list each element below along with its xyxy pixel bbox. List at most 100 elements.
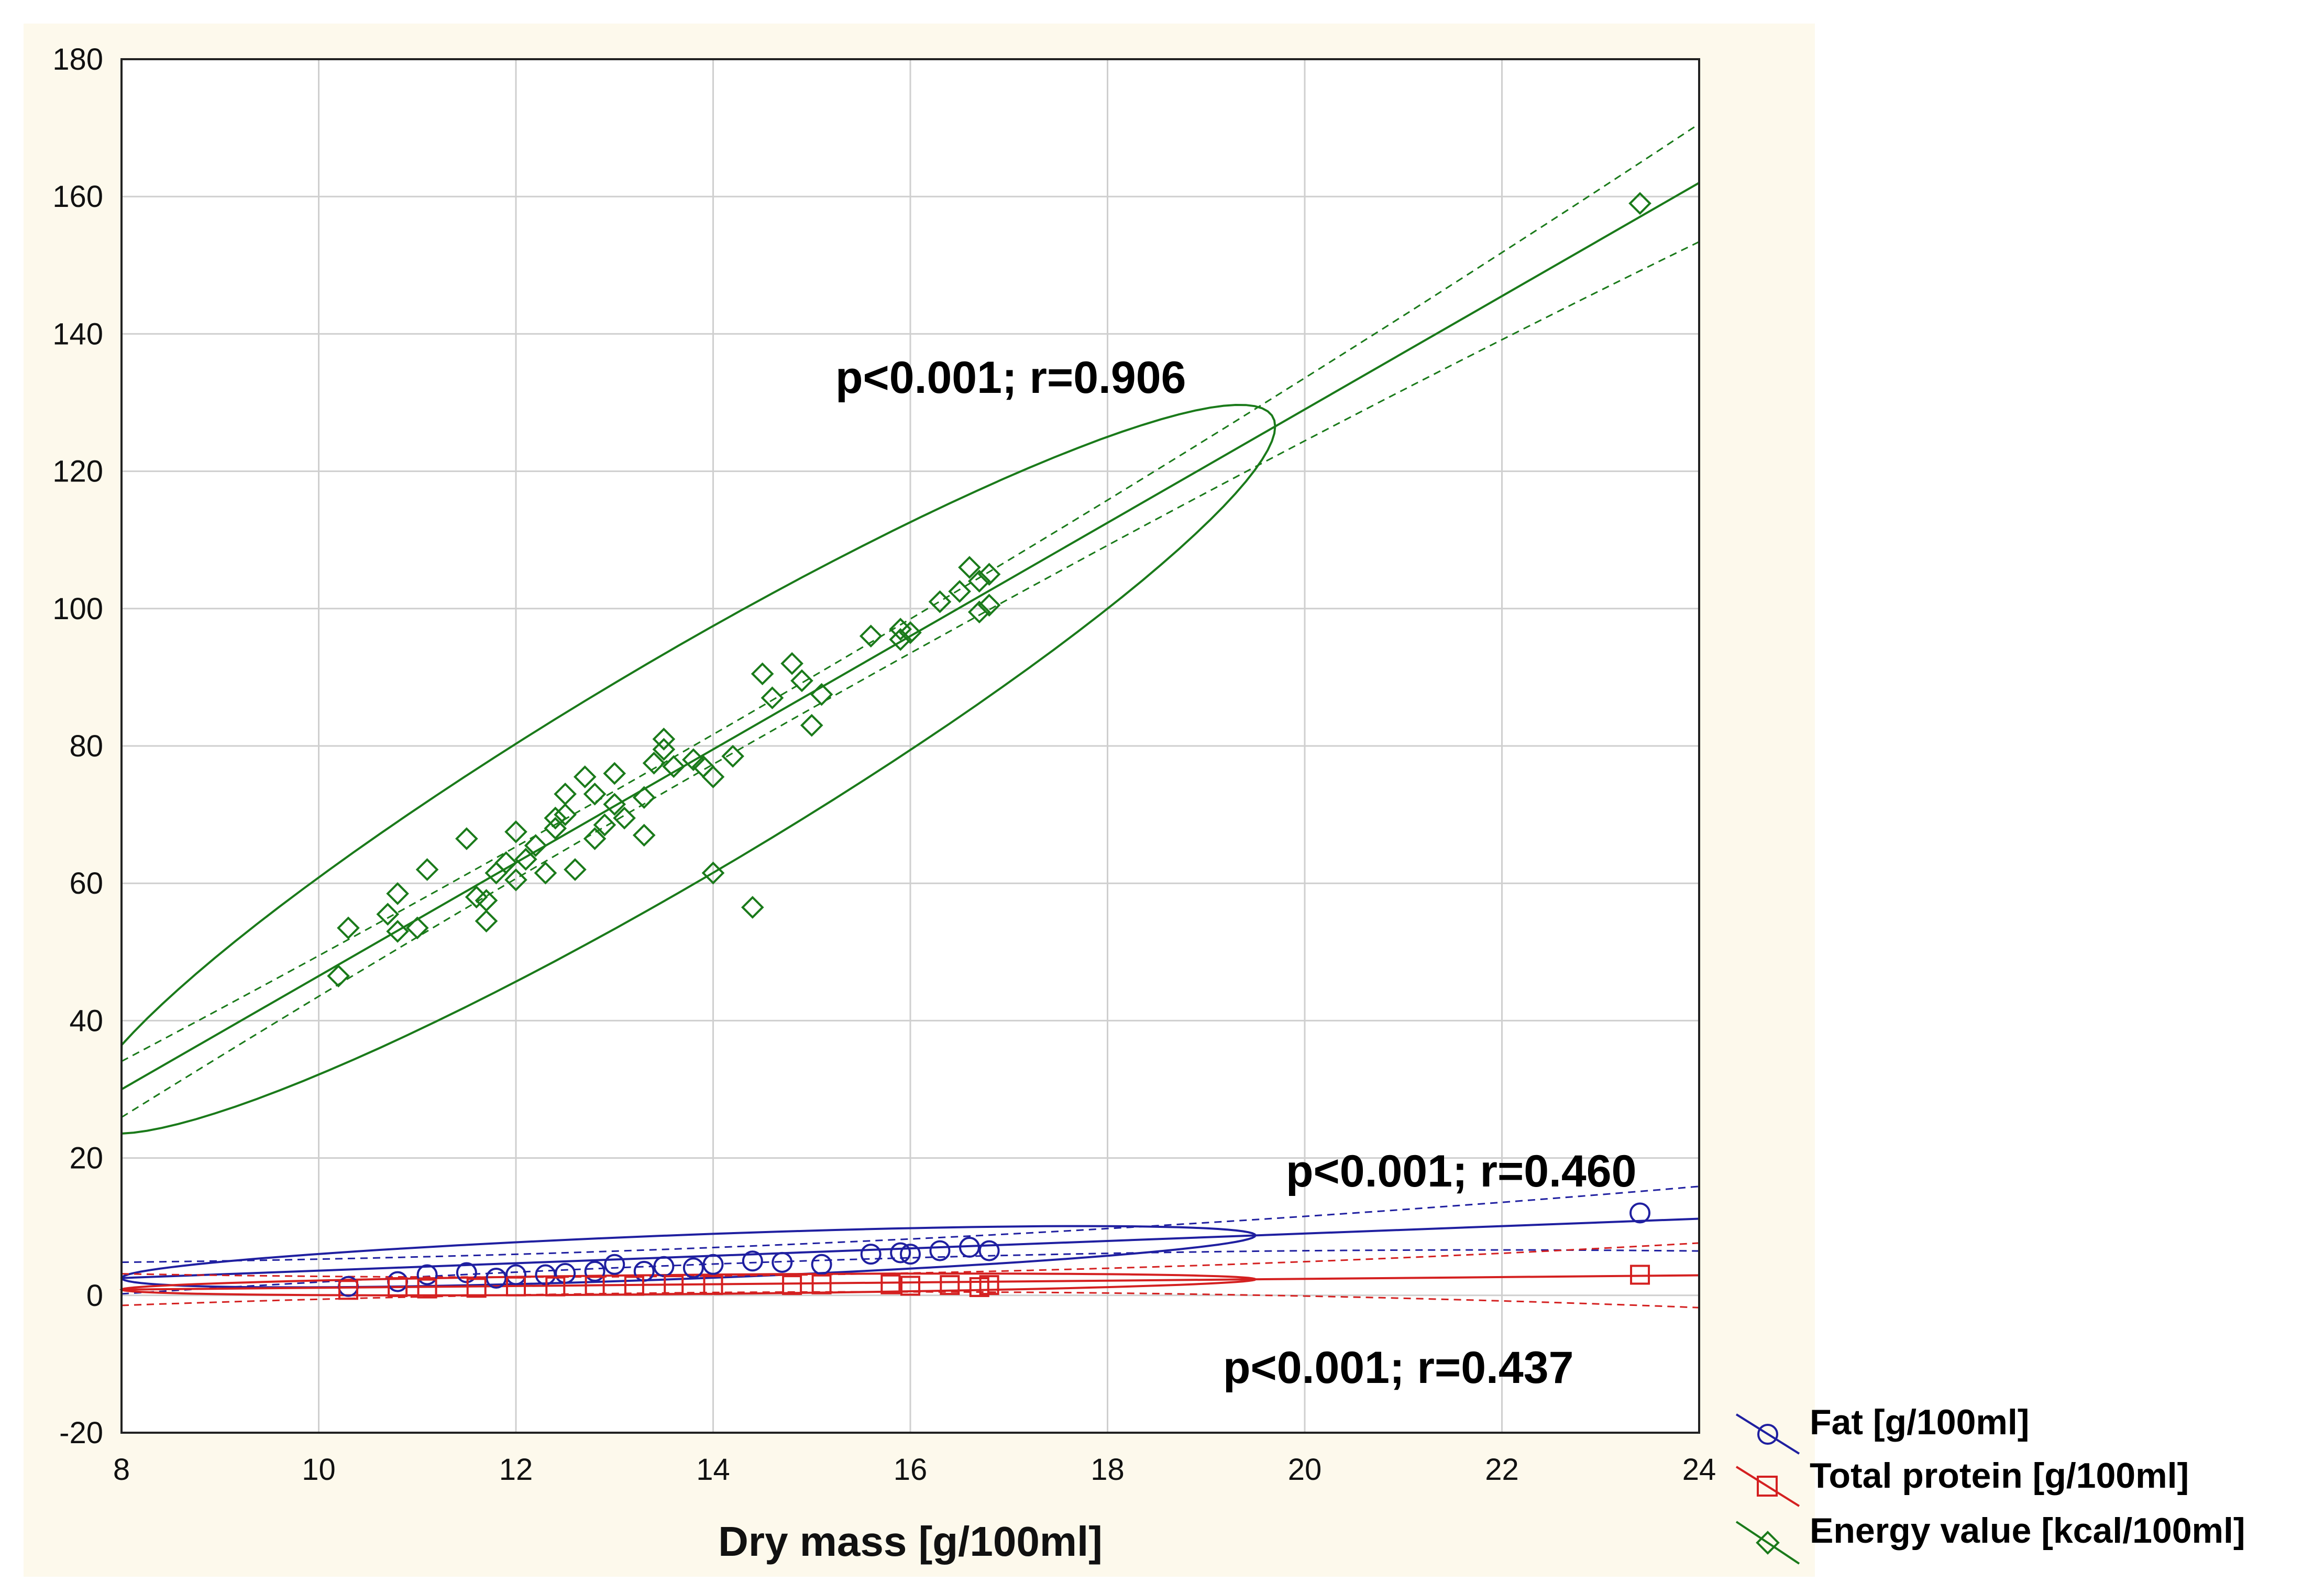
protein-point (585, 1276, 605, 1296)
energy-point (573, 765, 597, 788)
protein-regression-line (121, 1274, 1700, 1291)
energy-point (701, 861, 725, 885)
fat-point (486, 1268, 507, 1289)
x-tick-label: 10 (302, 1453, 336, 1487)
energy-confidence-band (121, 123, 1700, 1062)
protein-point (624, 1276, 644, 1296)
energy-point (494, 851, 518, 874)
data-points (327, 192, 1651, 1300)
protein-point (811, 1274, 832, 1294)
energy-point (652, 728, 676, 751)
legend-fat-icon (1757, 1424, 1778, 1445)
annotation-fat: p<0.001; r=0.460 (1286, 1146, 1636, 1196)
legend-protein-line (1735, 1466, 1800, 1507)
y-tick-label: 40 (69, 1004, 103, 1038)
energy-point (603, 793, 626, 816)
energy-point (455, 827, 478, 850)
y-tick-label: 180 (52, 42, 103, 76)
energy-point (524, 834, 547, 857)
energy-point (682, 748, 705, 772)
protein-point (664, 1275, 684, 1295)
energy-point (564, 858, 587, 881)
legend: Fat [g/100ml] Total protein [g/100ml] En… (1735, 1402, 2245, 1565)
protein-point (880, 1274, 901, 1294)
energy-point (928, 590, 952, 613)
energy-point (948, 580, 971, 603)
legend-energy-icon (1756, 1531, 1780, 1555)
x-tick-label: 8 (113, 1453, 130, 1487)
fat-point (702, 1254, 724, 1275)
y-tick-label: 140 (52, 317, 103, 351)
fat-point (604, 1254, 625, 1275)
x-tick-label: 18 (1091, 1453, 1125, 1487)
energy-point (583, 827, 607, 850)
energy-point (544, 806, 567, 830)
fat-point (860, 1244, 882, 1265)
fat-point (416, 1264, 438, 1286)
protein-point (703, 1275, 723, 1295)
fat-regression-line (121, 1217, 1700, 1279)
legend-fat-line (1735, 1413, 1800, 1455)
protein-point (417, 1278, 437, 1299)
y-tick-label: 100 (52, 592, 103, 626)
energy-point (741, 896, 764, 919)
legend-entry-energy: Energy value [kcal/100ml] (1735, 1511, 2245, 1565)
energy-point (603, 762, 626, 785)
plot-frame (120, 58, 1700, 1434)
protein-point (1630, 1265, 1650, 1285)
energy-point (514, 848, 537, 871)
fat-point (978, 1240, 1000, 1261)
protein-point (338, 1280, 358, 1300)
energy-point (751, 662, 774, 686)
energy-point (790, 669, 813, 693)
energy-point (327, 964, 350, 988)
energy-point (415, 858, 439, 881)
energy-point (977, 594, 1001, 617)
annotation-protein: p<0.001; r=0.437 (1223, 1343, 1573, 1393)
energy-point (810, 683, 833, 706)
fat-point (505, 1264, 526, 1286)
energy-point (721, 744, 744, 768)
energy-point (977, 563, 1001, 586)
energy-point (386, 920, 409, 943)
energy-point (583, 782, 607, 806)
energy-regression-line (121, 182, 1700, 1091)
fat-point (742, 1250, 763, 1272)
protein-point (545, 1276, 566, 1297)
y-tick-label: 120 (52, 455, 103, 489)
x-tick-label: 24 (1682, 1453, 1716, 1487)
energy-point (554, 803, 577, 826)
legend-energy-label: Energy value [kcal/100ml] (1810, 1511, 2245, 1551)
fat-point (900, 1244, 921, 1265)
protein-point (388, 1277, 408, 1298)
x-tick-label: 16 (894, 1453, 928, 1487)
x-tick-label: 22 (1485, 1453, 1519, 1487)
energy-point (475, 909, 498, 933)
energy-confidence-band (121, 241, 1700, 1118)
energy-point (337, 916, 360, 940)
energy-point (642, 751, 666, 775)
legend-entry-protein: Total protein [g/100ml] (1735, 1456, 2189, 1507)
energy-point (534, 861, 557, 885)
energy-point (632, 786, 656, 809)
legend-protein-label: Total protein [g/100ml] (1810, 1456, 2189, 1496)
fat-point (1629, 1202, 1651, 1224)
fat-point (584, 1260, 605, 1282)
energy-point (544, 817, 567, 840)
energy-point (593, 813, 616, 837)
y-tick-label: 20 (69, 1141, 103, 1175)
x-tick-label: 12 (499, 1453, 533, 1487)
legend-energy-line (1735, 1521, 1800, 1565)
energy-point (967, 569, 991, 593)
fat-point (959, 1237, 980, 1258)
energy-point (958, 556, 981, 579)
protein-point (782, 1275, 802, 1295)
energy-point (613, 806, 636, 830)
protein-point (979, 1275, 999, 1295)
y-tick-label: 160 (52, 180, 103, 214)
energy-point (899, 621, 922, 644)
legend-fat-label: Fat [g/100ml] (1810, 1402, 2029, 1442)
energy-point (504, 820, 527, 843)
legend-protein-icon (1757, 1476, 1778, 1497)
energy-point (405, 916, 429, 940)
